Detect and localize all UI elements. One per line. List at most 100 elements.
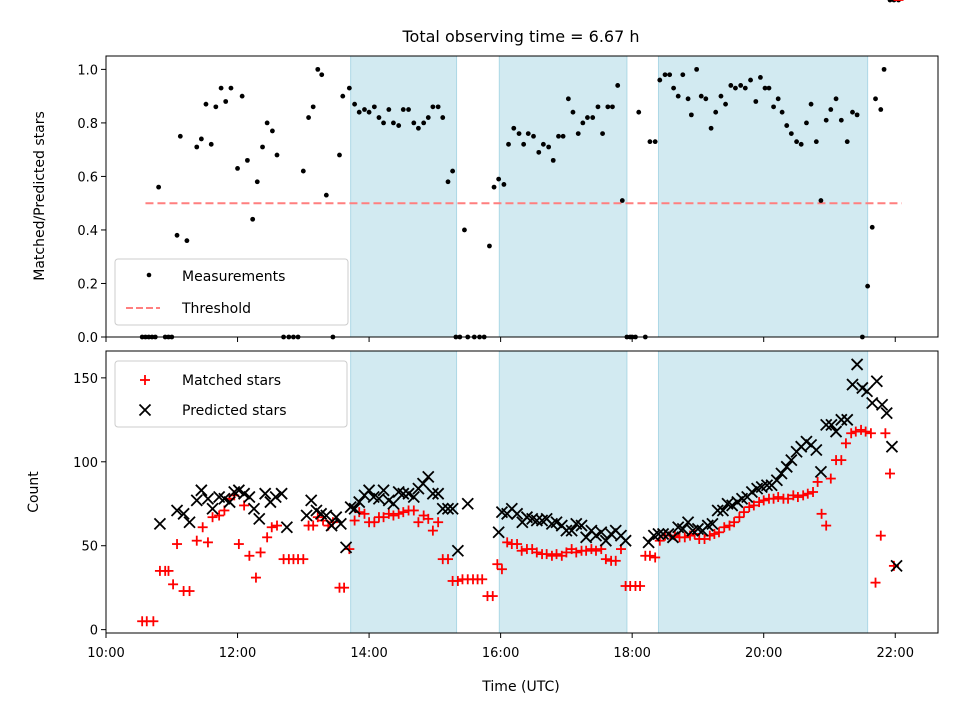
measurement-point <box>667 72 673 78</box>
matched-star-point <box>172 539 183 550</box>
matched-star-point <box>590 545 601 556</box>
measurement-point <box>440 115 446 120</box>
matched-star-point <box>836 455 847 466</box>
measurement-point <box>575 131 581 137</box>
matched-star-point <box>546 550 557 561</box>
matched-star-point <box>734 512 745 523</box>
measurement-point <box>381 120 386 126</box>
matched-star-point <box>398 507 409 518</box>
predicted-star-point <box>446 502 459 515</box>
measurement-point <box>501 182 507 187</box>
measurement-point <box>758 75 763 80</box>
predicted-star-point <box>436 502 449 515</box>
predicted-star-point <box>656 527 670 541</box>
measurement-point <box>794 139 799 145</box>
matched-star-point <box>433 517 444 528</box>
predicted-star-point <box>560 524 573 537</box>
measurement-point <box>337 152 342 158</box>
matched-star-point <box>808 487 819 497</box>
measurement-point <box>396 123 402 128</box>
count-axes-frame <box>105 350 939 634</box>
measurement-point <box>435 104 441 110</box>
predicted-star-point <box>259 487 272 500</box>
predicted-star-point <box>223 495 236 509</box>
predicted-star-point <box>760 479 774 492</box>
measurement-point <box>771 104 776 110</box>
measurement-point <box>854 112 860 118</box>
predicted-star-point <box>579 531 593 544</box>
matched-star-point <box>802 488 813 499</box>
predicted-star-point <box>595 526 608 539</box>
predicted-star-point <box>372 492 386 505</box>
legend-predicted-marker <box>138 403 152 417</box>
matched-star-point <box>359 508 370 519</box>
measurement-point <box>590 115 596 120</box>
measurement-point <box>708 125 714 131</box>
measurement-point <box>536 149 542 155</box>
measurement-point <box>610 104 615 110</box>
x-axis-label: Time (UTC) <box>481 679 559 695</box>
measurement-point <box>198 136 204 142</box>
measurement-point <box>828 107 834 112</box>
measurement-point <box>580 120 586 126</box>
predicted-star-point <box>243 490 256 504</box>
count-observing-window <box>657 350 869 634</box>
matched-star-point <box>821 520 832 531</box>
measurement-point <box>647 139 653 145</box>
count-legend: Matched stars Predicted stars <box>114 360 348 428</box>
count-y-tick-label: 50 <box>81 540 98 555</box>
predicted-star-point <box>589 529 603 542</box>
matched-star-point <box>327 517 338 528</box>
predicted-star-point <box>353 495 366 509</box>
measurement-point <box>713 109 719 115</box>
measurement-point <box>762 85 768 91</box>
predicted-star-point <box>642 536 655 549</box>
measurement-point <box>516 131 522 137</box>
predicted-star-point <box>745 485 759 499</box>
predicted-star-point <box>195 484 208 497</box>
measurement-point <box>511 125 517 131</box>
predicted-star-point <box>320 509 333 522</box>
matched-star-point <box>233 539 244 550</box>
predicted-star-point <box>835 413 848 426</box>
predicted-star-point <box>530 514 543 527</box>
measurement-point <box>270 128 275 134</box>
measurement-point <box>184 238 190 244</box>
matched-star-point <box>679 532 690 543</box>
measurement-point <box>869 224 875 230</box>
predicted-star-point <box>407 490 420 504</box>
measurement-point <box>376 115 382 120</box>
count-y-tick-label: 150 <box>73 372 98 387</box>
measurement-point <box>850 109 855 115</box>
measurement-point <box>556 133 561 139</box>
measurement-point <box>491 184 497 190</box>
predicted-star-point <box>237 487 251 500</box>
measurement-point <box>462 227 467 233</box>
measurement-point <box>546 144 552 150</box>
measurement-point <box>525 131 531 137</box>
matched-star-point <box>812 476 823 487</box>
measurement-point <box>264 120 270 126</box>
ratio-y-tick-label: 0.2 <box>77 277 98 292</box>
matched-star-point <box>266 522 277 533</box>
predicted-star-point <box>362 484 376 497</box>
predicted-star-point <box>825 418 838 431</box>
predicted-star-point <box>875 398 889 411</box>
predicted-star-point <box>339 541 353 554</box>
predicted-star-point <box>348 502 361 515</box>
measurement-point <box>218 85 224 91</box>
measurement-point <box>487 243 492 249</box>
matched-star-point <box>168 579 179 590</box>
predicted-star-point <box>492 526 505 539</box>
ratio-y-tick-label: 0.4 <box>77 224 98 239</box>
legend-threshold-label: Threshold <box>181 301 251 317</box>
measurement-point <box>688 112 694 118</box>
measurement-point <box>411 120 417 126</box>
matched-star-point <box>541 549 552 560</box>
matched-star-point <box>262 532 273 543</box>
legend-matched-label: Matched stars <box>182 373 281 389</box>
measurement-point <box>680 72 686 78</box>
count-panel: 0 50 100 150 10:00 12:00 14:00 16:00 18:00 20:00… <box>26 0 939 695</box>
predicted-star-point <box>330 511 343 524</box>
